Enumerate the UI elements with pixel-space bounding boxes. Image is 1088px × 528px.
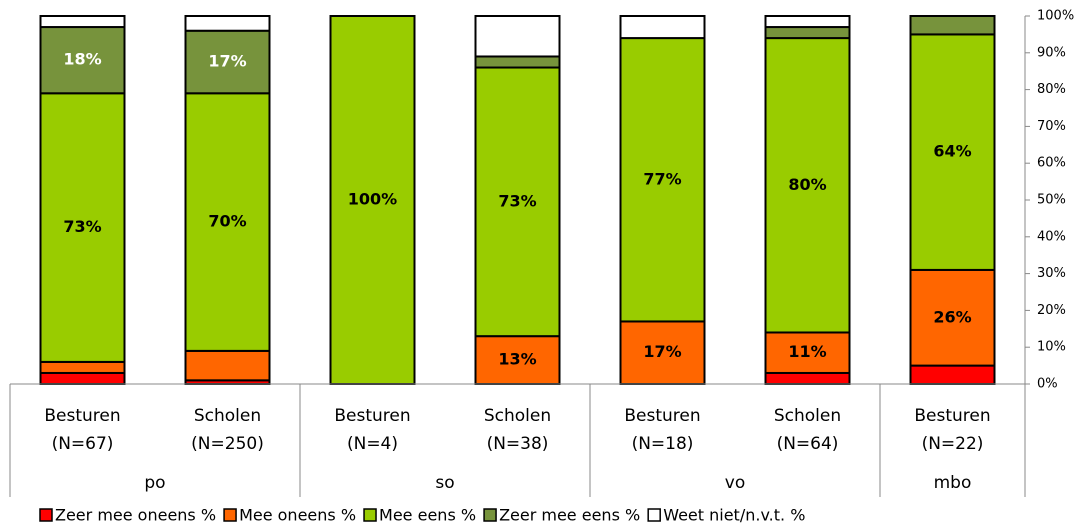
y-tick-label: 10% bbox=[1037, 340, 1066, 355]
bar-segment bbox=[909, 268, 996, 367]
bar-segment bbox=[619, 37, 706, 323]
bar-segment bbox=[474, 55, 561, 69]
value-label: 17% bbox=[643, 342, 681, 361]
y-tick-label: 20% bbox=[1037, 303, 1066, 318]
bar-segment bbox=[39, 360, 126, 374]
value-label: 80% bbox=[788, 175, 826, 194]
x-tick-note: (N=67) bbox=[52, 434, 114, 454]
bar-segment bbox=[764, 37, 851, 334]
value-label: 77% bbox=[643, 169, 681, 188]
y-tick-label: 60% bbox=[1037, 156, 1066, 171]
bar-segment bbox=[39, 92, 126, 363]
y-tick-label: 50% bbox=[1037, 193, 1066, 208]
value-label: 64% bbox=[933, 142, 971, 161]
bar-segment bbox=[764, 371, 851, 385]
legend-label: Mee eens % bbox=[379, 506, 476, 525]
bar-segment bbox=[39, 15, 126, 29]
value-label: 70% bbox=[208, 212, 246, 231]
legend-label: Weet niet/n.v.t. % bbox=[663, 506, 805, 525]
legend-swatch bbox=[647, 508, 661, 522]
value-label: 18% bbox=[63, 50, 101, 69]
value-label: 17% bbox=[208, 52, 246, 71]
legend-swatch bbox=[363, 508, 377, 522]
bar-segment bbox=[619, 320, 706, 386]
x-tick-note: (N=64) bbox=[777, 434, 839, 454]
y-tick-label: 40% bbox=[1037, 229, 1066, 244]
legend-label: Mee oneens % bbox=[239, 506, 356, 525]
legend-label: Zeer mee oneens % bbox=[55, 506, 216, 525]
bar-segment bbox=[184, 349, 271, 382]
bar-segment bbox=[474, 335, 561, 386]
group-label: vo bbox=[725, 473, 745, 493]
bar-segment bbox=[764, 15, 851, 29]
x-tick-label: Scholen bbox=[194, 406, 261, 426]
value-label: 26% bbox=[933, 307, 971, 326]
x-tick-note: (N=22) bbox=[922, 434, 984, 454]
x-tick-label: Besturen bbox=[334, 406, 410, 426]
value-label: 73% bbox=[63, 217, 101, 236]
x-tick-label: Scholen bbox=[774, 406, 841, 426]
legend-label: Zeer mee eens % bbox=[499, 506, 640, 525]
y-tick-label: 0% bbox=[1037, 377, 1058, 392]
value-label: 11% bbox=[788, 342, 826, 361]
legend-swatch bbox=[483, 508, 497, 522]
y-tick-label: 70% bbox=[1037, 119, 1066, 134]
x-tick-label: Besturen bbox=[44, 406, 120, 426]
bar-segment bbox=[474, 15, 561, 58]
group-label: mbo bbox=[934, 473, 972, 493]
y-tick-label: 100% bbox=[1037, 9, 1074, 24]
value-label: 100% bbox=[348, 190, 397, 209]
x-tick-label: Scholen bbox=[484, 406, 551, 426]
value-label: 73% bbox=[498, 191, 536, 210]
x-tick-note: (N=38) bbox=[487, 434, 549, 454]
bar-segment bbox=[184, 15, 271, 32]
y-tick-label: 80% bbox=[1037, 82, 1066, 97]
x-tick-label: Besturen bbox=[624, 406, 700, 426]
group-label: so bbox=[435, 473, 454, 493]
bar-segment bbox=[474, 66, 561, 338]
legend-swatch bbox=[223, 508, 237, 522]
legend-swatch bbox=[39, 508, 53, 522]
x-tick-note: (N=18) bbox=[632, 434, 694, 454]
bar-segment bbox=[619, 15, 706, 40]
bar-segment bbox=[39, 371, 126, 385]
y-tick-label: 30% bbox=[1037, 266, 1066, 281]
x-tick-label: Besturen bbox=[914, 406, 990, 426]
value-label: 13% bbox=[498, 350, 536, 369]
bar-segment bbox=[909, 364, 996, 386]
bar-segment bbox=[909, 33, 996, 271]
bar-segment bbox=[764, 331, 851, 374]
x-tick-note: (N=4) bbox=[347, 434, 398, 454]
bar-segment bbox=[909, 15, 996, 36]
bar-segment bbox=[329, 15, 416, 385]
group-label: po bbox=[144, 473, 165, 493]
bar-segment bbox=[764, 26, 851, 40]
y-tick-label: 90% bbox=[1037, 45, 1066, 60]
x-tick-note: (N=250) bbox=[191, 434, 264, 454]
